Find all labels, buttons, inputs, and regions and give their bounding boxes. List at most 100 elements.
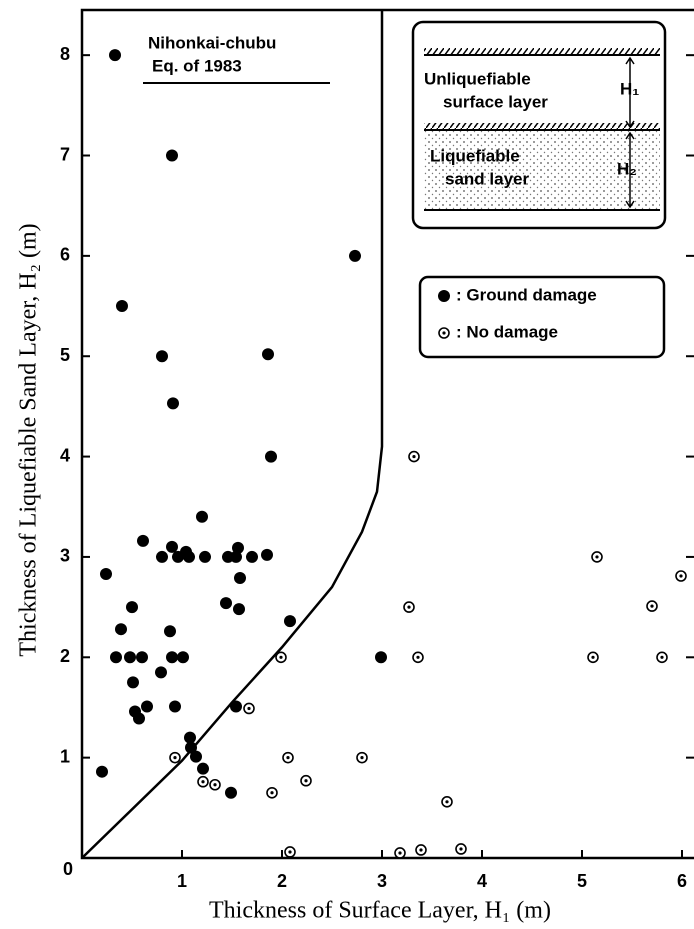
legend-box bbox=[418, 275, 666, 359]
ground-damage-point bbox=[110, 651, 122, 664]
inset-label: H₁ bbox=[620, 79, 639, 98]
point-center bbox=[591, 655, 595, 659]
x-tick-label: 5 bbox=[577, 871, 587, 891]
ground-damage-point bbox=[196, 510, 208, 523]
inset-label: surface layer bbox=[443, 92, 548, 111]
point-center bbox=[201, 780, 205, 784]
hatch bbox=[424, 48, 660, 55]
y-tick-label: 3 bbox=[60, 546, 70, 566]
ground-damage-point bbox=[164, 625, 176, 638]
point-center bbox=[213, 783, 217, 787]
ground-damage-point bbox=[136, 651, 148, 664]
inset-label: H₂ bbox=[617, 159, 637, 178]
ground-damage-point bbox=[127, 676, 139, 689]
point-center bbox=[286, 756, 290, 760]
ground-damage-point bbox=[233, 603, 245, 616]
y-tick-label: 7 bbox=[60, 144, 70, 164]
ground-damage-point bbox=[220, 597, 232, 610]
sand-fill bbox=[424, 131, 660, 209]
ground-damage-point bbox=[265, 450, 277, 463]
ground-damage-point bbox=[115, 623, 127, 636]
point-center bbox=[419, 848, 423, 852]
x-tick-label: 6 bbox=[677, 871, 687, 891]
annotation: Nihonkai-chubu bbox=[148, 33, 276, 52]
point-center bbox=[459, 847, 463, 851]
point-center bbox=[445, 800, 449, 804]
ground-damage-point bbox=[375, 651, 387, 664]
ground-damage-point bbox=[232, 541, 244, 554]
point-center bbox=[288, 850, 292, 854]
point-center bbox=[304, 779, 308, 783]
ground-damage-point bbox=[141, 700, 153, 713]
ground-damage-point bbox=[100, 567, 112, 580]
ground-damage-point bbox=[185, 741, 197, 754]
point-center bbox=[279, 655, 283, 659]
x-tick-label: 3 bbox=[377, 871, 387, 891]
inset: Unliquefiable surface layer H₁ Liquefiab… bbox=[411, 20, 667, 230]
ground-damage-point bbox=[349, 249, 361, 262]
point-center bbox=[398, 851, 402, 855]
inset-label: Liquefiable bbox=[430, 146, 520, 165]
ground-damage-point bbox=[184, 731, 196, 744]
ground-damage-point bbox=[169, 700, 181, 713]
point-center bbox=[679, 574, 683, 578]
ground-damage-point bbox=[167, 397, 179, 410]
boundary-line bbox=[81, 10, 384, 859]
ground-damage-point bbox=[262, 348, 274, 361]
point-center bbox=[247, 706, 251, 711]
y-tick-label: 4 bbox=[60, 445, 70, 465]
point-center bbox=[270, 791, 274, 795]
ground-damage-point bbox=[197, 762, 209, 775]
ground-damage-point bbox=[156, 550, 168, 563]
ground-damage-point bbox=[234, 572, 246, 585]
point-center bbox=[416, 655, 420, 659]
point-center bbox=[595, 555, 599, 559]
point-center bbox=[407, 605, 411, 609]
ground-damage-point bbox=[225, 786, 237, 799]
ground-damage-point bbox=[284, 615, 296, 628]
x-tick-label: 2 bbox=[277, 871, 287, 891]
point-center bbox=[173, 756, 177, 760]
y-tick-label: 8 bbox=[60, 44, 70, 64]
ground-damage-point bbox=[246, 550, 258, 563]
ground-damage-point bbox=[199, 550, 211, 563]
ground-damage-point bbox=[183, 550, 195, 563]
ground-damage-point bbox=[137, 534, 149, 547]
ground-damage-point bbox=[155, 666, 167, 679]
y-tick-label: 2 bbox=[60, 646, 70, 666]
ground-damage-point bbox=[438, 290, 450, 302]
ground-damage-point bbox=[261, 548, 273, 561]
point-center bbox=[360, 756, 364, 760]
ground-damage-point bbox=[96, 765, 108, 778]
x-tick-label: 1 bbox=[177, 871, 187, 891]
point-center bbox=[442, 331, 446, 335]
ground-damage-point bbox=[109, 49, 121, 62]
ground-damage-point bbox=[116, 300, 128, 313]
point-center bbox=[660, 655, 664, 659]
ground-damage-point bbox=[124, 651, 136, 664]
ground-damage-point bbox=[177, 651, 189, 664]
ground-damage-point bbox=[133, 712, 145, 725]
y-tick-label: 6 bbox=[60, 245, 70, 265]
ground-damage-point bbox=[126, 601, 138, 614]
point-center bbox=[650, 604, 654, 608]
legend-label: : No damage bbox=[456, 322, 558, 341]
x-axis-label: Thickness of Surface Layer, H₁ (m) bbox=[209, 898, 551, 924]
y-tick-label: 5 bbox=[60, 345, 70, 365]
legend-label: : Ground damage bbox=[456, 285, 597, 304]
inset-label: sand layer bbox=[445, 169, 529, 188]
ground-damage-point bbox=[166, 651, 178, 664]
ground-damage-point bbox=[230, 700, 242, 713]
ground-damage-point bbox=[166, 540, 178, 553]
ground-damage-point bbox=[190, 750, 202, 763]
x-tick-label: 0 bbox=[63, 859, 73, 879]
ground-damage-point bbox=[166, 149, 178, 162]
x-tick-label: 4 bbox=[477, 871, 487, 891]
arrows bbox=[625, 56, 635, 209]
inset-label: Unliquefiable bbox=[424, 69, 531, 88]
ground-damage-point bbox=[230, 550, 242, 563]
annotation: Eq. of 1983 bbox=[152, 56, 242, 75]
y-axis-label: Thickness of Liquefiable Sand Layer, H₂ … bbox=[16, 223, 42, 656]
